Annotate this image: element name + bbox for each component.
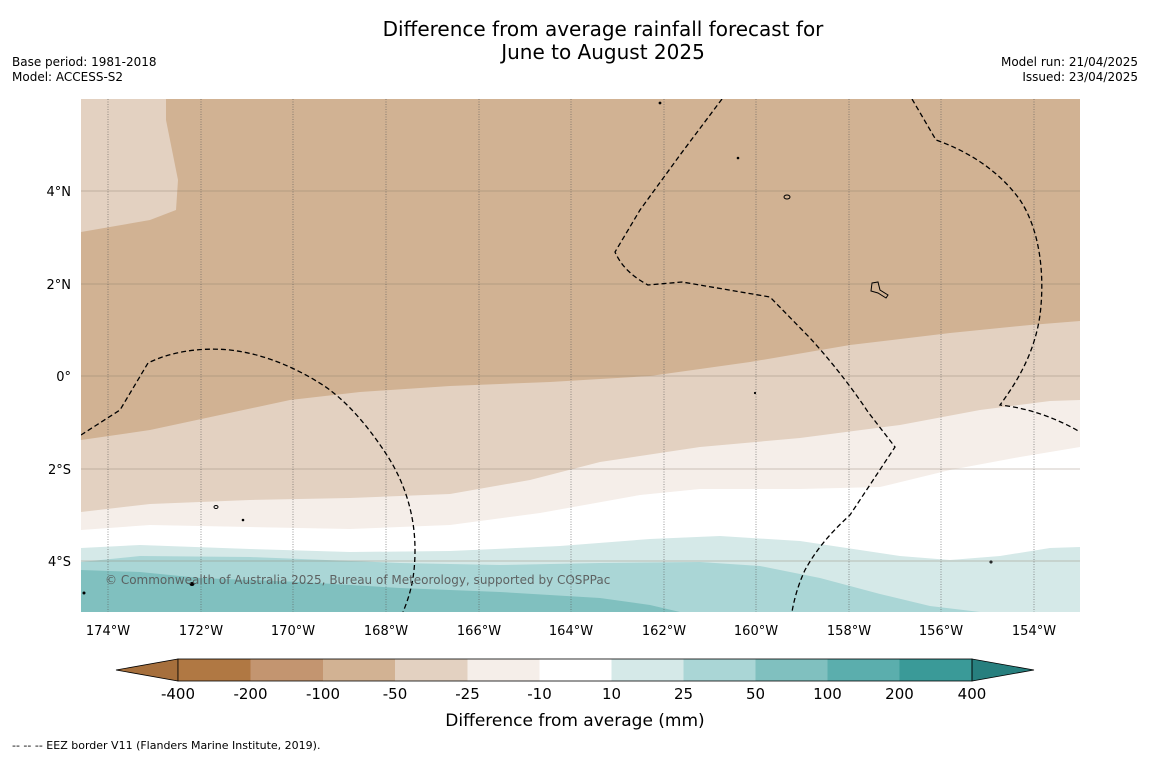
latitude-gridlines [81,190,1080,562]
island-4 [658,101,662,105]
title-line-2: June to August 2025 [501,40,705,64]
tick-plus-400: 400 [958,685,987,703]
metadata-right: Model run: 21/04/2025 Issued: 23/04/2025 [1001,55,1138,85]
colorbar-bin-4 [395,659,468,681]
lat-label-0: 0° [56,370,71,385]
island-1 [783,194,791,200]
lat-label-2s: 2°S [48,463,71,478]
colorbar-bin-7 [611,659,684,681]
title-line-1: Difference from average rainfall forecas… [382,17,824,41]
tick-minus-50: -50 [383,685,408,703]
lat-label-4s: 4°S [48,555,71,570]
base-period-text: Base period: 1981-2018 [12,55,157,69]
tick-minus-100: -100 [306,685,340,703]
tick-plus-50: 50 [746,685,765,703]
colorbar-bin-3 [323,659,395,681]
colorbar-bin-1 [178,659,251,681]
colorbar-outline [177,658,973,682]
map-panel[interactable]: © Commonwealth of Australia 2025, Bureau… [81,99,1080,612]
lat-label-4n: 4°N [47,185,72,200]
eez-footnote: -- -- -- EEZ border V11 (Flanders Marine… [12,739,321,752]
island-5 [213,505,219,509]
model-text: Model: ACCESS-S2 [12,70,124,84]
copyright-text: © Commonwealth of Australia 2025, Bureau… [105,573,610,587]
tick-minus-10: -10 [527,685,552,703]
colorbar-bin-5 [467,659,540,681]
eez-border-west [81,348,416,612]
lon-label-158w: 158°W [827,624,871,639]
longitude-labels: 174°W 172°W 170°W 168°W 166°W 164°W 162°… [86,624,1056,639]
colorbar-bin-2 [250,659,323,681]
colorbar-extend-low [115,658,179,682]
islands [82,101,993,595]
lon-label-164w: 164°W [549,624,593,639]
island-2 [870,281,889,299]
colorbar-title: Difference from average (mm) [445,711,704,731]
eez-border-east [911,99,1080,433]
tick-minus-400: -400 [161,685,195,703]
island-6 [241,518,245,522]
lat-label-2n: 2°N [47,278,72,293]
tick-minus-25: -25 [455,685,480,703]
lon-label-170w: 170°W [271,624,315,639]
band-minus-25 [81,99,178,232]
lon-label-156w: 156°W [919,624,963,639]
latitude-labels: 4°N 2°N 0° 2°S 4°S [47,185,72,570]
band-plus-50 [81,570,680,612]
tick-plus-100: 100 [813,685,842,703]
island-8 [82,591,86,595]
lon-label-154w: 154°W [1012,624,1056,639]
colorbar-tick-labels: -400 -200 -100 -50 -25 -10 10 25 50 100 … [161,685,986,703]
tick-minus-200: -200 [233,685,267,703]
colorbar-bin-6 [539,659,612,681]
colorbar [115,658,1035,682]
longitude-gridlines [107,99,1035,612]
lon-label-166w: 166°W [457,624,501,639]
map-title: Difference from average rainfall forecas… [0,18,1150,64]
island-7 [189,582,195,586]
island-10 [753,391,757,395]
island-9 [989,560,993,564]
tick-plus-10: 10 [602,685,621,703]
tick-plus-200: 200 [885,685,914,703]
colorbar-bin-9 [755,659,828,681]
lon-label-162w: 162°W [642,624,686,639]
eez-borders [81,99,1080,612]
colorbar-bin-10 [827,659,900,681]
issued-text: Issued: 23/04/2025 [1022,70,1138,84]
tick-plus-25: 25 [674,685,693,703]
metadata-left: Base period: 1981-2018 Model: ACCESS-S2 [12,55,157,85]
lon-label-174w: 174°W [86,624,130,639]
lon-label-172w: 172°W [179,624,223,639]
colorbar-bin-11 [899,659,972,681]
lon-label-168w: 168°W [364,624,408,639]
lon-label-160w: 160°W [734,624,778,639]
model-run-text: Model run: 21/04/2025 [1000,55,1138,69]
colorbar-extend-high [971,658,1035,682]
colorbar-bin-8 [683,659,756,681]
island-3 [736,156,740,160]
